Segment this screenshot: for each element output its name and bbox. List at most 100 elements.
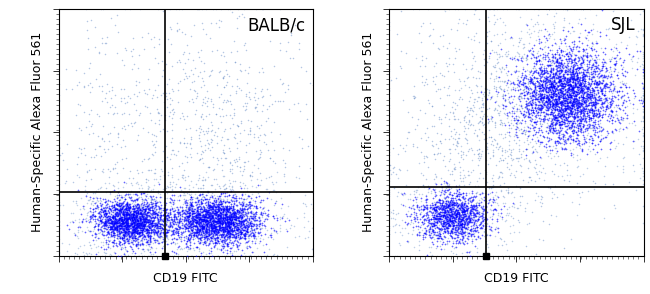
Point xyxy=(172,231,183,235)
Point xyxy=(530,65,540,70)
Point xyxy=(567,62,578,67)
Point xyxy=(522,92,532,97)
Point xyxy=(212,213,222,218)
Point xyxy=(623,94,633,99)
Point xyxy=(564,49,574,54)
Point xyxy=(192,225,203,230)
Point xyxy=(584,82,594,86)
Point xyxy=(616,40,626,44)
Point xyxy=(125,212,136,217)
Point xyxy=(461,193,471,197)
Point xyxy=(196,201,207,206)
Point xyxy=(429,187,439,192)
Point xyxy=(134,203,144,208)
Point xyxy=(476,206,487,210)
Point xyxy=(117,212,127,217)
Point xyxy=(212,223,222,228)
Point xyxy=(447,210,457,215)
Point xyxy=(199,225,209,230)
Point xyxy=(248,215,258,220)
Point xyxy=(436,227,447,231)
Point xyxy=(453,221,463,225)
Point xyxy=(239,217,250,221)
Point xyxy=(53,251,64,255)
Point xyxy=(242,131,253,136)
Point xyxy=(584,54,594,58)
Point xyxy=(543,85,554,90)
Point xyxy=(566,83,577,88)
Point xyxy=(140,206,151,211)
Point xyxy=(138,219,148,223)
Point xyxy=(422,216,432,221)
Point xyxy=(543,7,554,11)
Point xyxy=(58,157,68,162)
Point xyxy=(541,96,552,101)
Point xyxy=(493,103,504,107)
Point xyxy=(586,93,597,97)
Point xyxy=(203,218,214,222)
Point xyxy=(219,240,229,245)
Point xyxy=(136,224,147,229)
Point xyxy=(126,245,136,250)
Point xyxy=(79,153,90,158)
Point xyxy=(130,208,140,213)
Point xyxy=(638,87,649,92)
Point xyxy=(461,213,471,218)
Point xyxy=(138,191,148,196)
Point xyxy=(195,152,205,156)
Point xyxy=(530,82,540,87)
Point xyxy=(565,76,575,81)
Point xyxy=(229,225,240,229)
Point xyxy=(215,228,226,233)
Point xyxy=(447,233,457,238)
Point xyxy=(143,234,153,239)
Point xyxy=(188,223,199,228)
Point xyxy=(150,223,160,228)
Point xyxy=(227,225,237,230)
Point xyxy=(547,99,558,104)
Point xyxy=(568,87,578,91)
Point xyxy=(174,220,184,225)
Point xyxy=(583,81,593,86)
Point xyxy=(142,214,153,219)
Point xyxy=(569,128,580,133)
Point xyxy=(300,204,311,209)
Point xyxy=(532,118,542,123)
Point xyxy=(605,100,616,105)
Point xyxy=(157,226,167,231)
Point xyxy=(229,217,240,222)
Point xyxy=(596,98,606,103)
Point xyxy=(218,75,228,80)
Point xyxy=(197,225,207,229)
Point xyxy=(198,183,208,188)
Point xyxy=(89,224,99,229)
Point xyxy=(211,205,221,210)
Point xyxy=(555,129,566,133)
Point xyxy=(212,204,222,209)
Point xyxy=(127,204,138,208)
Point xyxy=(147,203,157,208)
Point xyxy=(436,131,446,136)
Point xyxy=(448,70,459,75)
Point xyxy=(564,99,575,104)
Point xyxy=(585,87,595,92)
Point xyxy=(593,83,604,87)
Point xyxy=(566,111,576,116)
Point xyxy=(223,221,233,225)
Point xyxy=(587,78,597,83)
Point xyxy=(293,101,304,105)
Point xyxy=(237,208,248,212)
Point xyxy=(413,116,424,121)
Point xyxy=(127,216,138,220)
Point xyxy=(504,253,515,258)
Point xyxy=(534,59,545,64)
Point xyxy=(175,205,185,209)
Point xyxy=(218,85,229,89)
Point xyxy=(242,228,252,233)
Point xyxy=(135,225,145,229)
Point xyxy=(408,203,419,208)
Point xyxy=(478,209,488,214)
Point xyxy=(217,219,228,224)
Point xyxy=(108,223,118,228)
Point xyxy=(436,236,446,241)
